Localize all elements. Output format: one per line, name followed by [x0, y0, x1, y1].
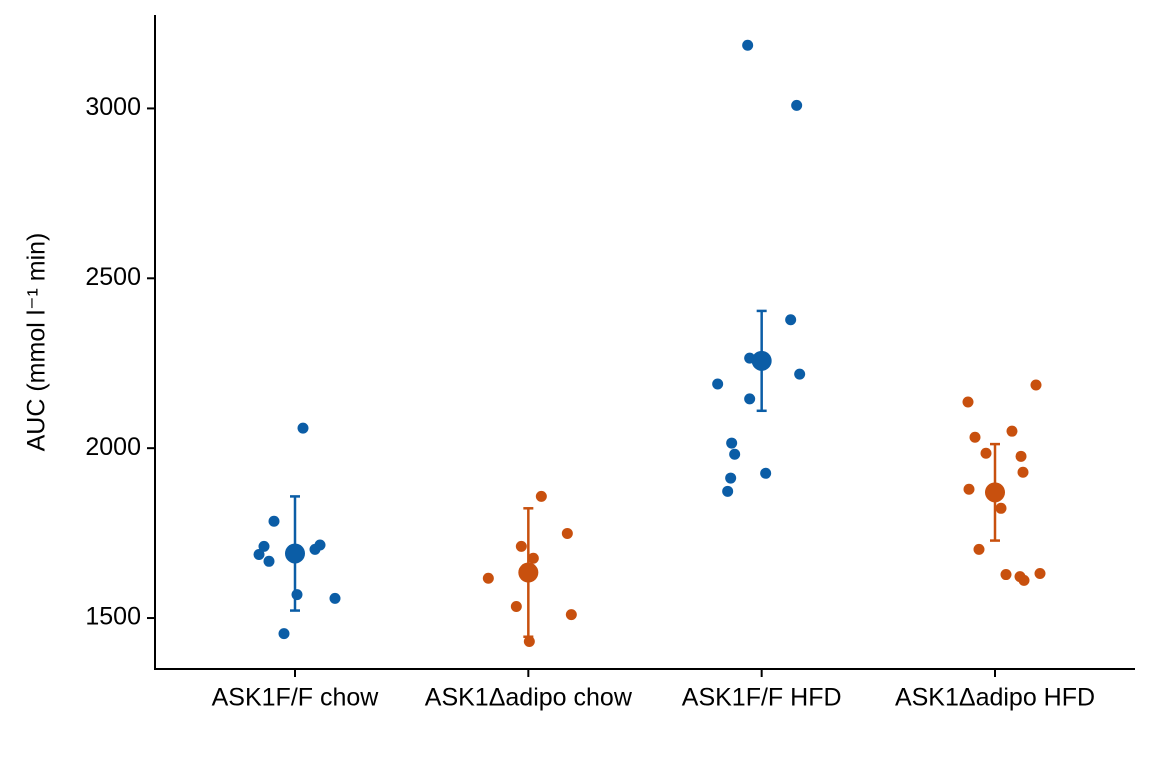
data-point — [1000, 569, 1012, 581]
mean-point — [985, 482, 1005, 503]
data-point — [1017, 466, 1029, 478]
data-point — [253, 549, 265, 561]
data-point — [263, 555, 275, 567]
data-point — [973, 543, 985, 555]
data-point — [726, 437, 738, 449]
x-tick-label: ASK1F/F HFD — [682, 684, 842, 712]
data-point — [962, 396, 974, 408]
x-tick-label: ASK1Δadipo HFD — [895, 684, 1095, 712]
data-point — [291, 589, 303, 601]
data-point — [527, 552, 539, 564]
data-point — [969, 431, 981, 443]
data-point — [785, 314, 797, 326]
data-point — [565, 609, 577, 621]
mean-point — [285, 543, 305, 564]
data-point — [742, 39, 754, 51]
data-point — [535, 490, 547, 502]
mean-point — [518, 562, 539, 583]
data-point — [1030, 379, 1042, 391]
data-point — [995, 502, 1007, 514]
data-point — [297, 422, 309, 434]
data-point — [712, 378, 724, 390]
y-tick-label: 2500 — [85, 263, 141, 291]
data-point — [258, 540, 270, 552]
data-point — [1018, 574, 1030, 586]
y-tick-label: 1500 — [85, 603, 141, 631]
data-point — [963, 483, 975, 495]
data-point — [515, 540, 527, 552]
x-tick-label: ASK1Δadipo chow — [425, 684, 633, 712]
data-point — [760, 467, 772, 479]
data-point — [510, 600, 522, 612]
data-point — [744, 393, 756, 405]
data-point — [725, 472, 737, 484]
data-point — [278, 628, 290, 640]
data-point — [329, 592, 341, 604]
data-point — [523, 635, 535, 647]
mean-point — [751, 350, 772, 371]
data-point — [1006, 425, 1018, 437]
data-point — [980, 447, 992, 459]
data-point — [268, 515, 280, 527]
data-point — [1015, 450, 1027, 462]
data-point — [794, 368, 806, 380]
data-point — [309, 543, 321, 555]
data-point — [482, 572, 494, 584]
y-tick-label: 2000 — [85, 433, 141, 461]
data-point — [1034, 568, 1046, 580]
data-point — [729, 448, 741, 460]
x-tick-label: ASK1F/F chow — [212, 684, 380, 712]
data-point — [561, 527, 573, 539]
y-tick-label: 3000 — [85, 93, 141, 121]
y-axis-label: AUC (mmol l⁻¹ min) — [23, 233, 51, 452]
data-point — [791, 99, 803, 111]
data-point — [722, 485, 734, 497]
